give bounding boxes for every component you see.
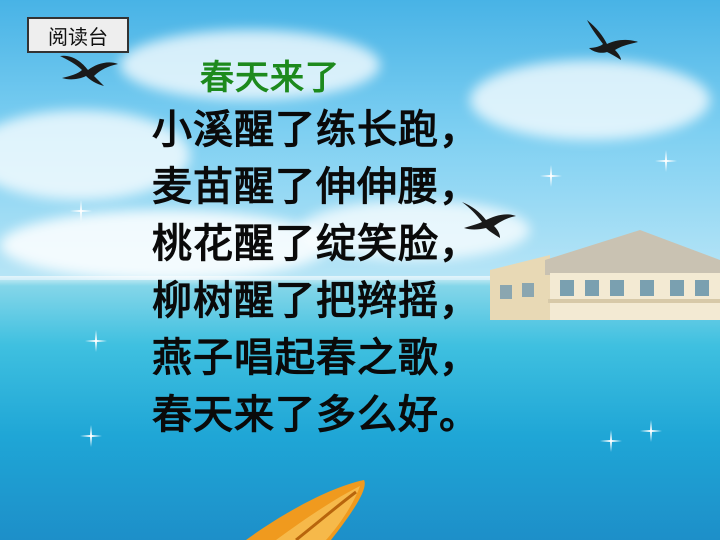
sparkle-icon [655,150,677,172]
poem-line: 麦苗醒了伸伸腰， [152,164,480,210]
cloud [0,110,190,200]
poem-line: 燕子唱起春之歌， [152,335,480,381]
poem-line: 春天来了多么好。 [152,392,480,438]
poem-lines: 小溪醒了练长跑， 麦苗醒了伸伸腰， 桃花醒了绽笑脸， 柳树醒了把辫摇， 燕子唱起… [152,102,480,444]
cloud [120,30,380,100]
sparkle-icon [85,330,107,352]
poem-line: 桃花醒了绽笑脸， [152,221,480,267]
cloud [470,60,710,140]
sparkle-icon [540,165,562,187]
swallow-bird-icon [587,20,638,60]
swallow-bird-icon [462,202,516,238]
sparkle-icon [640,420,662,442]
poem-title: 春天来了 [200,58,340,98]
boat-icon [246,480,365,540]
sparkle-icon [70,200,92,222]
sparkle-icon [80,425,102,447]
house-icon [490,230,720,320]
poem-line: 柳树醒了把辫摇， [152,278,480,324]
horizon [0,276,720,286]
swallow-bird-icon [60,55,118,86]
reading-corner-label: 阅读台 [27,17,129,53]
poem-line: 小溪醒了练长跑， [152,107,480,153]
sparkle-icon [600,430,622,452]
cloud [0,210,330,280]
